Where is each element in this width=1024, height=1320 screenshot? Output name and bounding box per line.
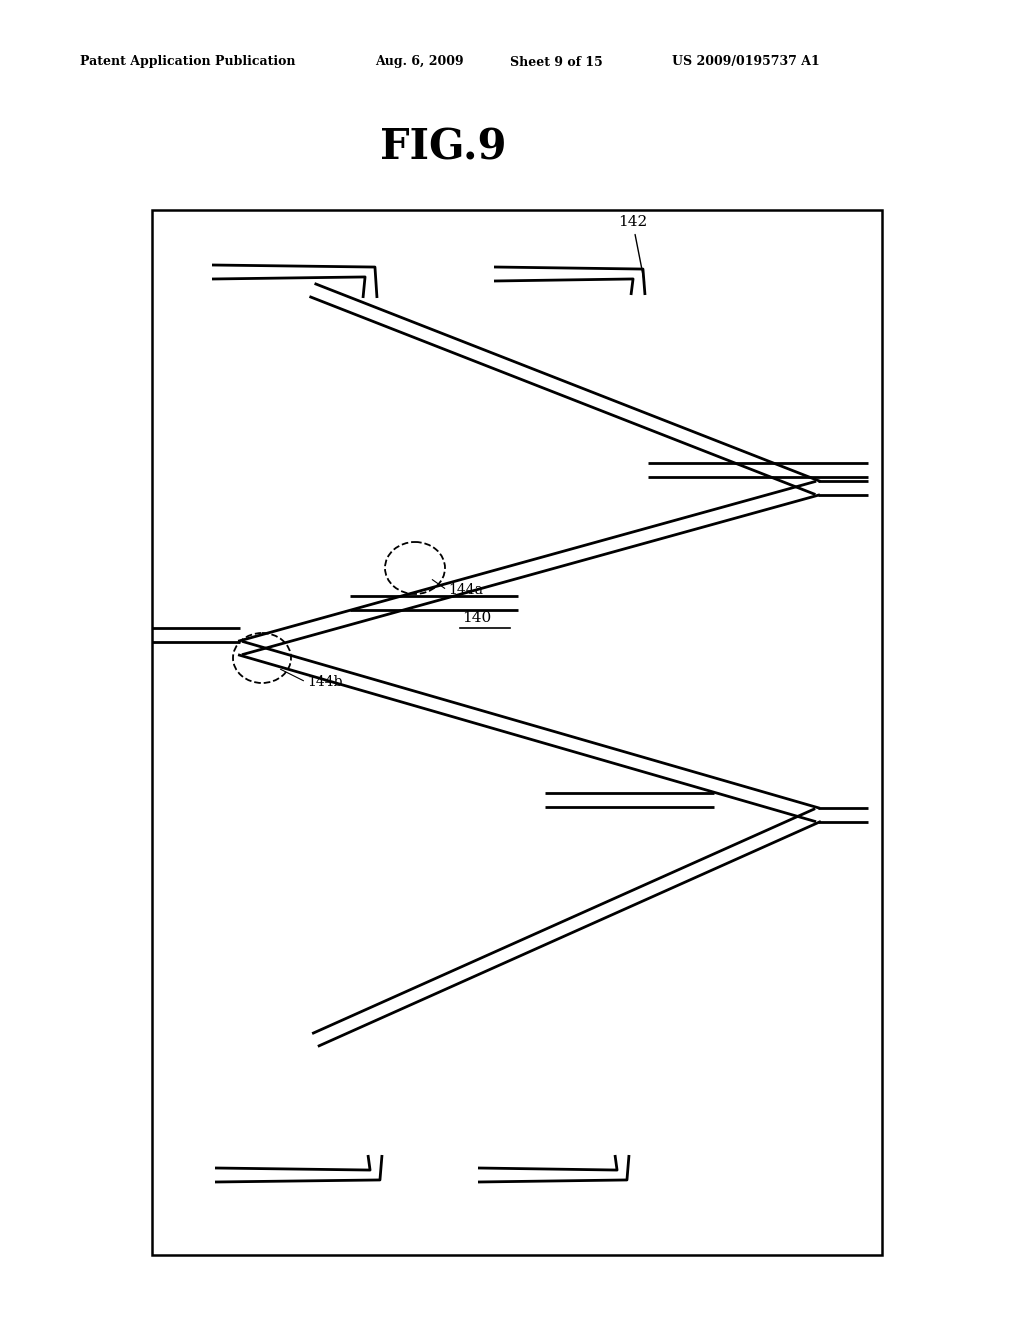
Text: Patent Application Publication: Patent Application Publication (80, 55, 296, 69)
Bar (152, 210, 882, 1255)
Text: Aug. 6, 2009: Aug. 6, 2009 (375, 55, 464, 69)
Text: 144a: 144a (449, 583, 483, 597)
Text: FIG.9: FIG.9 (380, 127, 507, 169)
Text: US 2009/0195737 A1: US 2009/0195737 A1 (672, 55, 820, 69)
Text: 144b: 144b (307, 675, 342, 689)
Text: 140: 140 (462, 611, 492, 624)
Text: Sheet 9 of 15: Sheet 9 of 15 (510, 55, 603, 69)
Text: 142: 142 (618, 215, 647, 282)
